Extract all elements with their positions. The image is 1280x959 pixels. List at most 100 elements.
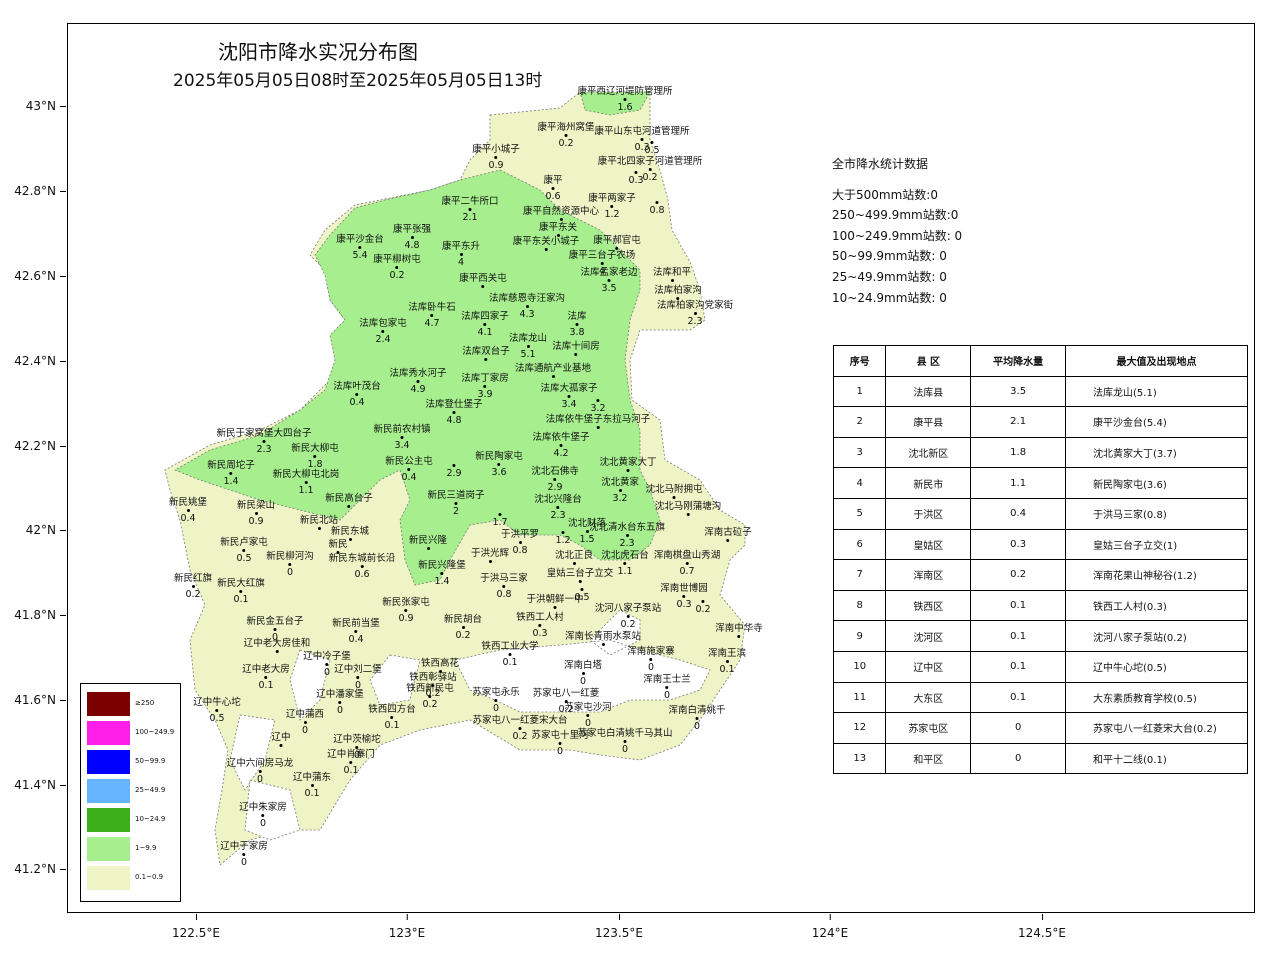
station-name: 浑南施家寨 — [627, 646, 675, 657]
station-dot — [483, 385, 487, 388]
station-dot — [682, 595, 686, 598]
table-cell: 9 — [832, 620, 887, 652]
station-dot — [407, 468, 411, 471]
station-label: 于洪朝鲜一中 — [526, 594, 584, 610]
station-name: 康平小城子 — [472, 144, 520, 155]
region-light-green — [174, 91, 661, 586]
station-label: 新民周坨子 1.4 — [207, 460, 255, 487]
station-dot — [518, 727, 522, 730]
station-value: 0 — [556, 746, 564, 757]
station-dot — [494, 699, 498, 702]
station-value: 0.9 — [248, 516, 264, 527]
station-name: 辽中蒲西 — [285, 709, 325, 720]
station-dot — [585, 530, 589, 533]
table-cell: 0.2 — [970, 559, 1067, 591]
station-label: 法库登仕堡子 4.8 — [425, 399, 482, 426]
stats-heading: 全市降水统计数据 — [832, 157, 929, 171]
station-dot — [262, 440, 266, 443]
station-name: 新民大柳屯 — [291, 443, 339, 454]
table-cell: 铁西工人村(0.3) — [1065, 589, 1248, 622]
station-value: 0.6 — [354, 569, 370, 580]
station-value: 3.5 — [601, 283, 617, 294]
lon-tick-label: 124.5°E — [1018, 914, 1066, 940]
station-name: 新民兴隆堡 — [418, 560, 466, 571]
station-dot — [553, 478, 557, 481]
station-label: 康平 0.6 — [543, 175, 562, 202]
station-label: 0.2 — [695, 599, 711, 615]
table-cell: 沈河八家子泵站(0.2) — [1065, 620, 1248, 652]
station-label: 浑南世博园 0.3 — [660, 583, 708, 610]
station-value: 1.8 — [307, 459, 323, 470]
station-label: 辽中 — [271, 732, 291, 748]
legend-item: 10~24.9 — [87, 808, 177, 832]
station-dot — [601, 643, 605, 646]
legend-item: 100~249.9 — [87, 721, 177, 745]
station-name: 新民张家屯 — [382, 597, 430, 608]
table-cell: 和平区 — [885, 742, 972, 775]
station-label: 法库丁家房 3.9 — [461, 373, 509, 400]
station-label: 新民东城 — [331, 526, 369, 542]
table-cell: 沈北黄家大丁(3.7) — [1065, 436, 1248, 469]
table-cell: 新民陶家屯(3.6) — [1065, 467, 1248, 499]
station-name: 沈北正良 — [554, 550, 594, 561]
station-dot — [596, 399, 600, 402]
station-name: 铁西彰驿站 — [409, 672, 457, 683]
station-value: 0.3 — [676, 599, 692, 610]
station-label: 辽中潘家堡 0 — [316, 689, 364, 716]
station-dot — [551, 375, 555, 378]
table-cell: 浑南花果山神秘谷(1.2) — [1065, 559, 1248, 591]
table-cell: 2.1 — [970, 406, 1067, 438]
stats-line: 10~24.9mm站数: 0 — [832, 290, 947, 305]
station-dot — [525, 305, 529, 308]
station-label: 法库慈恩寺汪家沟 4.3 — [489, 293, 565, 320]
station-dot — [481, 285, 485, 288]
lat-tick-label: 42.6°N — [14, 269, 66, 283]
station-label: 康平西关屯 — [459, 273, 507, 289]
station-name: 辽中肖寨门 — [327, 749, 375, 760]
lon-tick-label: 123.5°E — [595, 914, 643, 940]
station-dot — [649, 658, 653, 661]
station-dot — [354, 630, 358, 633]
station-dot — [191, 585, 195, 588]
stats-line: 大于500mm站数:0 — [832, 187, 938, 202]
station-value: 0 — [579, 676, 587, 687]
station-name: 康平东关 — [538, 222, 578, 233]
station-value: 0 — [693, 721, 701, 732]
station-label: 浑南施家寨 0 — [627, 646, 675, 673]
station-dot — [494, 156, 498, 159]
station-dot — [558, 742, 562, 745]
station-value: 2 — [452, 506, 460, 517]
station-name: 浑南王士兰 — [643, 674, 691, 685]
station-value: 4.7 — [424, 318, 440, 329]
station-name: 新民红旗 — [173, 573, 213, 584]
station-value: 0 — [271, 632, 279, 643]
station-dot — [580, 588, 584, 591]
station-label: 辽中牛心坨 0.5 — [193, 697, 241, 724]
station-label: 辽中老大房佳和 — [243, 638, 311, 654]
table-cell: 6 — [832, 528, 887, 561]
station-name: 新民东城前长沿 — [328, 553, 396, 564]
legend-label: 1~9.9 — [135, 844, 157, 852]
station-label: 沈北石佛寺 2.9 — [531, 466, 579, 493]
station-label: 辽中于家房 0 — [220, 841, 268, 868]
station-dot — [239, 590, 243, 593]
station-label: 辽中刘二堡 0 — [334, 664, 382, 691]
legend-swatch — [87, 750, 130, 774]
station-name: 新民梁山 — [236, 500, 276, 511]
station-value: 0.2 — [642, 172, 658, 183]
station-value: 0.2 — [185, 589, 201, 600]
station-dot — [273, 628, 277, 631]
table-cell: 8 — [832, 589, 887, 622]
station-value: 0.1 — [502, 657, 518, 668]
table-cell: 11 — [832, 681, 887, 714]
station-dot — [261, 814, 265, 817]
station-dot — [737, 635, 741, 638]
station-name: 辽中老大房佳和 — [243, 638, 311, 649]
table-cell: 辽中区 — [885, 650, 972, 683]
station-dot — [254, 512, 258, 515]
station-value: 0.2 — [455, 630, 471, 641]
station-name: 康平自然资源中心 — [522, 206, 600, 217]
table-cell: 0 — [970, 712, 1067, 744]
station-value: 0.8 — [496, 589, 512, 600]
legend-swatch — [87, 721, 130, 745]
